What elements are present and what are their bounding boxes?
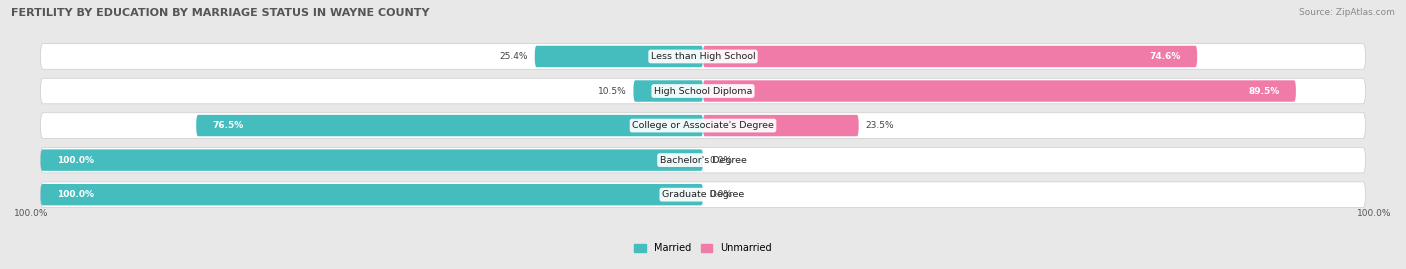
Text: 100.0%: 100.0% (14, 209, 49, 218)
FancyBboxPatch shape (41, 147, 1365, 173)
Text: College or Associate's Degree: College or Associate's Degree (633, 121, 773, 130)
Text: Source: ZipAtlas.com: Source: ZipAtlas.com (1299, 8, 1395, 17)
Text: 0.0%: 0.0% (710, 156, 733, 165)
FancyBboxPatch shape (197, 115, 703, 136)
FancyBboxPatch shape (634, 80, 703, 102)
FancyBboxPatch shape (41, 184, 703, 205)
FancyBboxPatch shape (41, 113, 1365, 138)
Text: 0.0%: 0.0% (710, 190, 733, 199)
Text: FERTILITY BY EDUCATION BY MARRIAGE STATUS IN WAYNE COUNTY: FERTILITY BY EDUCATION BY MARRIAGE STATU… (11, 8, 430, 18)
FancyBboxPatch shape (41, 182, 1365, 207)
FancyBboxPatch shape (534, 46, 703, 67)
Text: 76.5%: 76.5% (212, 121, 245, 130)
Text: High School Diploma: High School Diploma (654, 87, 752, 95)
Text: 23.5%: 23.5% (865, 121, 894, 130)
FancyBboxPatch shape (703, 80, 1296, 102)
FancyBboxPatch shape (703, 115, 859, 136)
FancyBboxPatch shape (41, 78, 1365, 104)
Text: 100.0%: 100.0% (58, 156, 94, 165)
Text: 74.6%: 74.6% (1149, 52, 1181, 61)
Text: Graduate Degree: Graduate Degree (662, 190, 744, 199)
Text: 10.5%: 10.5% (598, 87, 627, 95)
Text: Less than High School: Less than High School (651, 52, 755, 61)
FancyBboxPatch shape (41, 44, 1365, 69)
FancyBboxPatch shape (41, 149, 703, 171)
Text: 89.5%: 89.5% (1249, 87, 1279, 95)
Text: Bachelor's Degree: Bachelor's Degree (659, 156, 747, 165)
Text: 25.4%: 25.4% (499, 52, 529, 61)
Text: 100.0%: 100.0% (1357, 209, 1392, 218)
Text: 100.0%: 100.0% (58, 190, 94, 199)
FancyBboxPatch shape (703, 46, 1197, 67)
Legend: Married, Unmarried: Married, Unmarried (630, 239, 776, 257)
